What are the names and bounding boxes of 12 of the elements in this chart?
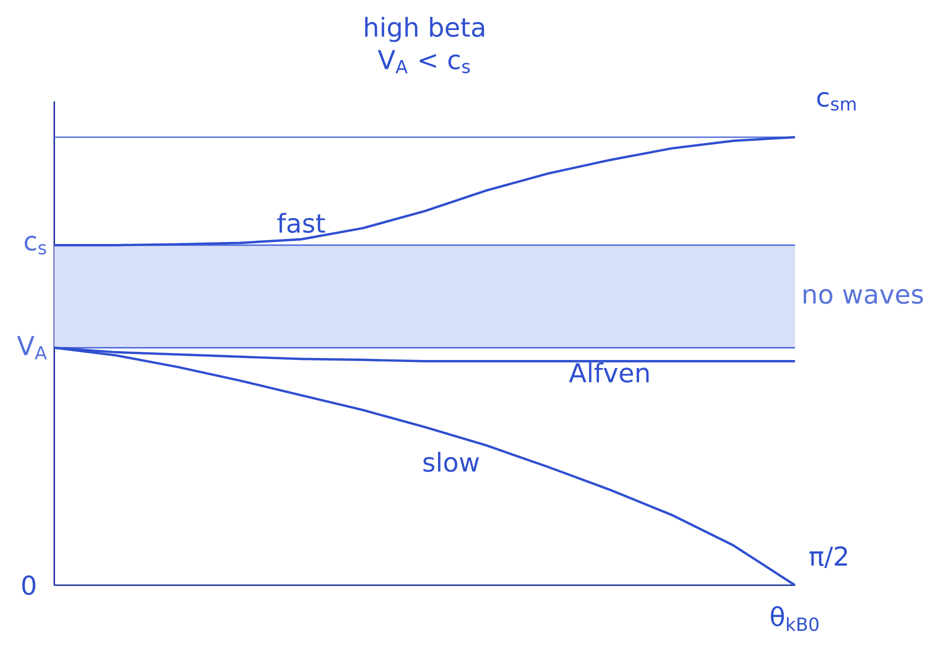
ref-line-label: c$_{s}$ <box>24 236 46 255</box>
chart-title: high beta <box>365 16 484 42</box>
x-axis-title: θ$_{kB0}$ <box>770 606 818 632</box>
text: 0 <box>22 575 36 596</box>
text: π/2 <box>810 546 847 568</box>
series-label: slow <box>423 452 479 472</box>
band-label: no waves <box>804 289 923 304</box>
series-label: fast <box>277 212 325 233</box>
series-label: Alfven <box>569 362 649 383</box>
text: c$_{sm}$ <box>817 92 856 111</box>
ref-line-label: V$_{A}$ <box>17 336 47 360</box>
chart-subtitle: V$_{A}$ < c$_{s}$ <box>378 50 470 74</box>
